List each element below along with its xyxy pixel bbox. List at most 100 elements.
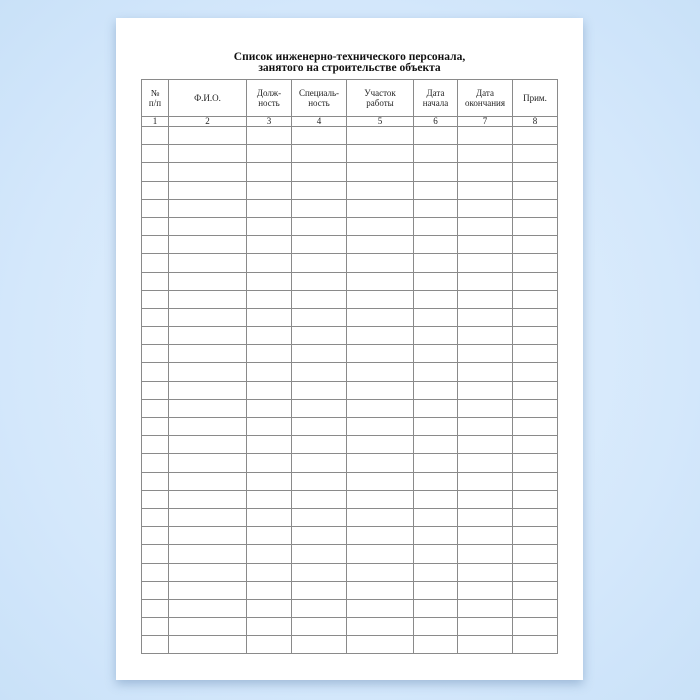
table-cell <box>457 435 513 455</box>
table-row <box>141 526 558 546</box>
table-cell <box>141 307 169 328</box>
table-cell <box>168 471 247 491</box>
table-cell <box>346 380 414 400</box>
table-row <box>141 580 558 600</box>
table-cell <box>141 235 169 255</box>
table-cell <box>346 598 414 619</box>
table-row <box>141 362 558 382</box>
table-cell <box>168 235 247 255</box>
document-page: Список инженерно-технического персонала,… <box>116 18 583 680</box>
table-cell <box>457 125 513 146</box>
table-cell <box>457 144 513 164</box>
table-cell <box>291 198 347 218</box>
table-cell <box>413 416 458 437</box>
table-cell <box>346 344 414 364</box>
table-cell <box>291 289 347 309</box>
column-header-text: Ф.И.О. <box>194 93 221 103</box>
table-cell <box>141 125 169 146</box>
column-header-text: Участок <box>364 88 396 98</box>
table-cell <box>413 198 458 218</box>
table-cell <box>291 162 347 182</box>
table-cell <box>291 307 347 328</box>
table-cell <box>346 271 414 291</box>
table-cell <box>246 125 292 146</box>
table-row <box>141 144 558 164</box>
table-cell <box>291 398 347 419</box>
table-cell <box>246 453 292 473</box>
column-header-text: ность <box>258 98 280 108</box>
table-cell <box>346 235 414 255</box>
table-cell <box>413 216 458 237</box>
table-cell <box>141 489 169 509</box>
table-cell <box>512 253 558 273</box>
table-cell <box>413 162 458 182</box>
table-cell <box>168 162 247 182</box>
table-cell <box>457 380 513 400</box>
table-cell <box>457 562 513 582</box>
table-cell <box>246 144 292 164</box>
table-cell <box>246 617 292 637</box>
table-cell <box>346 125 414 146</box>
table-cell <box>168 526 247 546</box>
table-cell <box>291 144 347 164</box>
table-cell <box>291 526 347 546</box>
table-cell <box>512 489 558 509</box>
column-header-text: ность <box>308 98 330 108</box>
table-cell <box>413 380 458 400</box>
table-cell <box>413 489 458 509</box>
table-cell <box>141 398 169 419</box>
table-row <box>141 235 558 255</box>
table-cell <box>413 253 458 273</box>
table-cell <box>346 162 414 182</box>
table-cell <box>168 326 247 346</box>
table-cell <box>246 435 292 455</box>
table-cell <box>346 489 414 509</box>
table-cell <box>413 526 458 546</box>
table-cell <box>291 598 347 619</box>
table-row <box>141 398 558 419</box>
table-cell <box>168 180 247 200</box>
table-cell <box>246 271 292 291</box>
table-cell <box>512 162 558 182</box>
table-cell <box>512 471 558 491</box>
table-cell <box>457 489 513 509</box>
column-header: № п/п <box>141 79 169 117</box>
table-cell <box>141 271 169 291</box>
table-cell <box>291 617 347 637</box>
title-line-1: Список инженерно-технического персонала, <box>233 51 466 63</box>
table-cell <box>291 507 347 528</box>
table-cell <box>246 598 292 619</box>
table-cell <box>246 253 292 273</box>
table-cell <box>346 635 414 655</box>
table-cell <box>246 562 292 582</box>
table-cell <box>413 144 458 164</box>
table-cell <box>512 380 558 400</box>
table-cell <box>168 344 247 364</box>
table-cell <box>141 562 169 582</box>
column-number: 1 <box>141 116 169 127</box>
column-header-text: Специаль- <box>298 88 340 98</box>
table-cell <box>457 544 513 564</box>
table-row <box>141 271 558 291</box>
table-row <box>141 380 558 400</box>
table-cell <box>246 235 292 255</box>
table-cell <box>346 362 414 382</box>
table-cell <box>168 598 247 619</box>
table-cell <box>457 453 513 473</box>
column-header-text: окончания <box>464 98 506 108</box>
table-cell <box>141 180 169 200</box>
table-cell <box>141 144 169 164</box>
table-row <box>141 562 558 582</box>
table-cell <box>512 180 558 200</box>
column-number: 2 <box>168 116 247 127</box>
table-cell <box>246 180 292 200</box>
table-cell <box>141 507 169 528</box>
table-cell <box>413 580 458 600</box>
table-cell <box>168 216 247 237</box>
table-cell <box>512 398 558 419</box>
table-cell <box>457 307 513 328</box>
table-cell <box>413 289 458 309</box>
table-cell <box>512 416 558 437</box>
column-header-text: Прим. <box>523 93 547 103</box>
